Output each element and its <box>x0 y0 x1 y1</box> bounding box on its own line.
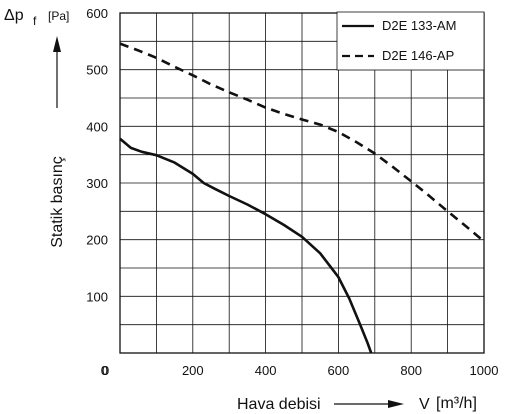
x-unit: [m³/h] <box>436 395 477 412</box>
y-tick-labels: 0 100 200 300 400 500 600 <box>86 6 108 378</box>
y-tick-label: 100 <box>86 289 108 304</box>
x-axis-arrow <box>334 400 404 408</box>
y-axis-arrow <box>53 36 61 108</box>
y-axis-label: Statik basınç <box>49 156 66 248</box>
x-tick-label: 1000 <box>470 363 499 378</box>
x-tick-label: 200 <box>182 363 204 378</box>
legend-label-1: D2E 133-AM <box>382 18 456 33</box>
y-subscript: f <box>33 14 37 28</box>
legend: D2E 133-AM D2E 146-AP <box>336 11 485 71</box>
x-axis-label: Hava debisi <box>237 396 321 413</box>
y-symbol: Δp <box>4 7 24 24</box>
y-axis-symbol: Δp f [Pa] <box>4 7 69 28</box>
legend-label-2: D2E 146-AP <box>382 48 454 63</box>
y-tick-label: 600 <box>86 6 108 21</box>
x-tick-label: 0 <box>102 363 109 378</box>
y-tick-label: 0 <box>101 363 108 378</box>
series-line-2 <box>119 42 485 243</box>
y-unit: [Pa] <box>48 9 69 23</box>
x-tick-labels: 0 200 400 600 800 1000 <box>102 363 498 378</box>
y-tick-label: 200 <box>86 233 108 248</box>
legend-box <box>336 11 485 71</box>
plot-frame <box>119 12 485 354</box>
x-tick-label: 600 <box>328 363 350 378</box>
x-tick-label: 400 <box>255 363 277 378</box>
y-tick-label: 300 <box>86 176 108 191</box>
y-tick-label: 500 <box>86 63 108 78</box>
series-lines <box>119 42 485 354</box>
series-line-1 <box>119 137 373 354</box>
x-tick-label: 800 <box>400 363 422 378</box>
x-symbol: V <box>419 396 430 413</box>
y-tick-label: 400 <box>86 119 108 134</box>
